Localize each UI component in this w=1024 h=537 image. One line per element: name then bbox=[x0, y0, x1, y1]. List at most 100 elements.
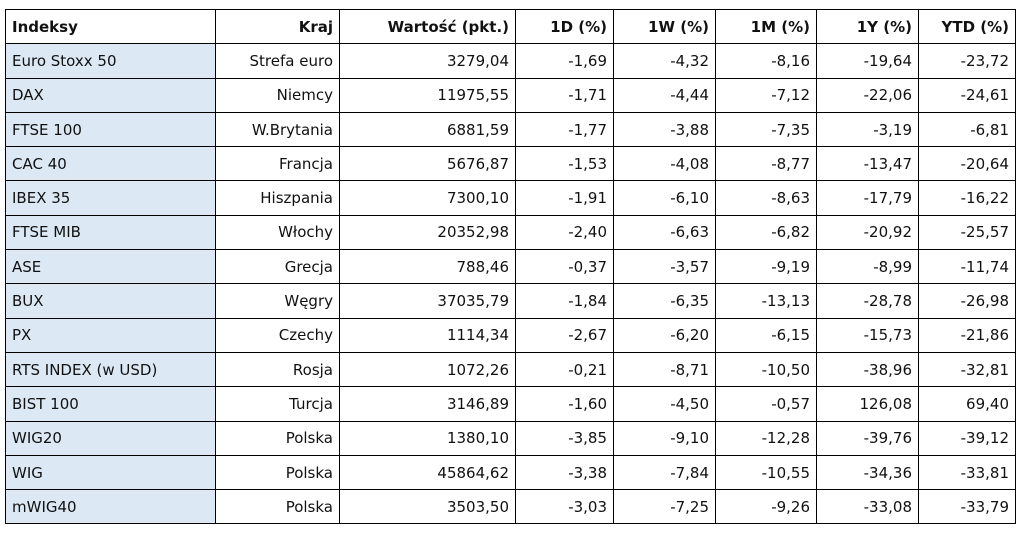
cell-country: Polska bbox=[215, 420, 340, 456]
cell-country: Strefa euro bbox=[215, 43, 340, 79]
cell-1w: -4,44 bbox=[613, 77, 716, 113]
cell-index: CAC 40 bbox=[5, 146, 216, 182]
cell-1d: -2,67 bbox=[515, 317, 614, 353]
cell-country: Węgry bbox=[215, 283, 340, 319]
cell-1w: -8,71 bbox=[613, 351, 716, 388]
cell-1d: -1,60 bbox=[515, 386, 614, 422]
cell-ytd: -23,72 bbox=[918, 43, 1016, 79]
cell-1y: -20,92 bbox=[816, 214, 919, 251]
cell-1w: -6,20 bbox=[613, 317, 716, 353]
indices-table-container: Indeksy Kraj Wartość (pkt.) 1D (%) 1W (%) 1M … bbox=[5, 8, 1016, 525]
cell-value: 3279,04 bbox=[339, 43, 516, 79]
header-country: Kraj bbox=[215, 8, 340, 45]
cell-1m: -10,50 bbox=[715, 351, 817, 388]
cell-1w: -6,35 bbox=[613, 283, 716, 319]
cell-value: 20352,98 bbox=[339, 214, 516, 251]
cell-1y: -38,96 bbox=[816, 351, 919, 388]
cell-country: Włochy bbox=[215, 214, 340, 251]
cell-country: Polska bbox=[215, 489, 340, 525]
cell-1y: -33,08 bbox=[816, 489, 919, 525]
cell-1w: -7,84 bbox=[613, 454, 716, 491]
cell-value: 1114,34 bbox=[339, 317, 516, 353]
cell-1y: -3,19 bbox=[816, 111, 919, 148]
cell-1w: -3,57 bbox=[613, 249, 716, 285]
cell-1w: -6,63 bbox=[613, 214, 716, 251]
cell-1y: -19,64 bbox=[816, 43, 919, 79]
table-row: mWIG40 Polska 3503,50 -3,03 -7,25 -9,26 -33,08… bbox=[5, 489, 1016, 525]
cell-1m: -8,16 bbox=[715, 43, 817, 79]
cell-1y: -13,47 bbox=[816, 146, 919, 182]
table-row: DAX Niemcy 11975,55 -1,71 -4,44 -7,12 -22,06 -2… bbox=[5, 77, 1016, 113]
cell-1d: -1,84 bbox=[515, 283, 614, 319]
cell-1w: -6,10 bbox=[613, 180, 716, 216]
cell-1y: -28,78 bbox=[816, 283, 919, 319]
cell-country: Grecja bbox=[215, 249, 340, 285]
table-row: CAC 40 Francja 5676,87 -1,53 -4,08 -8,77 -13,4… bbox=[5, 146, 1016, 182]
cell-ytd: -26,98 bbox=[918, 283, 1016, 319]
cell-1d: -3,38 bbox=[515, 454, 614, 491]
cell-value: 37035,79 bbox=[339, 283, 516, 319]
cell-value: 788,46 bbox=[339, 249, 516, 285]
cell-index: FTSE 100 bbox=[5, 111, 216, 148]
cell-1d: -1,53 bbox=[515, 146, 614, 182]
cell-1y: -8,99 bbox=[816, 249, 919, 285]
cell-value: 5676,87 bbox=[339, 146, 516, 182]
cell-1d: -1,69 bbox=[515, 43, 614, 79]
table-row: BUX Węgry 37035,79 -1,84 -6,35 -13,13 -28,78 -2… bbox=[5, 283, 1016, 319]
table-row: IBEX 35 Hiszpania 7300,10 -1,91 -6,10 -8,63 -1… bbox=[5, 180, 1016, 216]
table-body: Euro Stoxx 50 Strefa euro 3279,04 -1,69 -4,3… bbox=[5, 43, 1016, 525]
cell-index: IBEX 35 bbox=[5, 180, 216, 216]
table-row: ASE Grecja 788,46 -0,37 -3,57 -9,19 -8,99 -11,7… bbox=[5, 249, 1016, 285]
indices-table: Indeksy Kraj Wartość (pkt.) 1D (%) 1W (%) 1M … bbox=[5, 8, 1016, 525]
header-ytd: YTD (%) bbox=[918, 8, 1016, 45]
header-index: Indeksy bbox=[5, 8, 216, 45]
cell-1w: -9,10 bbox=[613, 420, 716, 456]
cell-1d: -1,71 bbox=[515, 77, 614, 113]
header-1m: 1M (%) bbox=[715, 8, 817, 45]
cell-1m: -10,55 bbox=[715, 454, 817, 491]
cell-index: ASE bbox=[5, 249, 216, 285]
cell-country: W.Brytania bbox=[215, 111, 340, 148]
cell-index: Euro Stoxx 50 bbox=[5, 43, 216, 79]
table-row: FTSE 100 W.Brytania 6881,59 -1,77 -3,88 -7,35… bbox=[5, 111, 1016, 148]
cell-1w: -3,88 bbox=[613, 111, 716, 148]
cell-index: WIG20 bbox=[5, 420, 216, 456]
cell-ytd: -11,74 bbox=[918, 249, 1016, 285]
table-row: Euro Stoxx 50 Strefa euro 3279,04 -1,69 -4,3… bbox=[5, 43, 1016, 79]
cell-ytd: -33,81 bbox=[918, 454, 1016, 491]
cell-index: BIST 100 bbox=[5, 386, 216, 422]
cell-country: Turcja bbox=[215, 386, 340, 422]
cell-1y: -22,06 bbox=[816, 77, 919, 113]
cell-1y: -39,76 bbox=[816, 420, 919, 456]
cell-ytd: -6,81 bbox=[918, 111, 1016, 148]
cell-ytd: -20,64 bbox=[918, 146, 1016, 182]
cell-1d: -3,03 bbox=[515, 489, 614, 525]
cell-index: PX bbox=[5, 317, 216, 353]
cell-1d: -0,37 bbox=[515, 249, 614, 285]
cell-value: 6881,59 bbox=[339, 111, 516, 148]
header-1d: 1D (%) bbox=[515, 8, 614, 45]
cell-1m: -6,82 bbox=[715, 214, 817, 251]
cell-country: Niemcy bbox=[215, 77, 340, 113]
cell-index: RTS INDEX (w USD) bbox=[5, 351, 216, 388]
cell-country: Rosja bbox=[215, 351, 340, 388]
cell-1y: -34,36 bbox=[816, 454, 919, 491]
cell-1d: -3,85 bbox=[515, 420, 614, 456]
cell-1y: -17,79 bbox=[816, 180, 919, 216]
cell-1w: -4,32 bbox=[613, 43, 716, 79]
table-row: BIST 100 Turcja 3146,89 -1,60 -4,50 -0,57 126,… bbox=[5, 386, 1016, 422]
cell-country: Hiszpania bbox=[215, 180, 340, 216]
cell-1d: -1,91 bbox=[515, 180, 614, 216]
cell-ytd: -33,79 bbox=[918, 489, 1016, 525]
cell-1m: -7,12 bbox=[715, 77, 817, 113]
cell-1w: -4,08 bbox=[613, 146, 716, 182]
cell-index: BUX bbox=[5, 283, 216, 319]
table-row: WIG Polska 45864,62 -3,38 -7,84 -10,55 -34,36-… bbox=[5, 454, 1016, 491]
cell-1y: -15,73 bbox=[816, 317, 919, 353]
cell-value: 1380,10 bbox=[339, 420, 516, 456]
cell-1m: -13,13 bbox=[715, 283, 817, 319]
cell-1m: -6,15 bbox=[715, 317, 817, 353]
cell-1d: -1,77 bbox=[515, 111, 614, 148]
cell-index: FTSE MIB bbox=[5, 214, 216, 251]
header-value: Wartość (pkt.) bbox=[339, 8, 516, 45]
